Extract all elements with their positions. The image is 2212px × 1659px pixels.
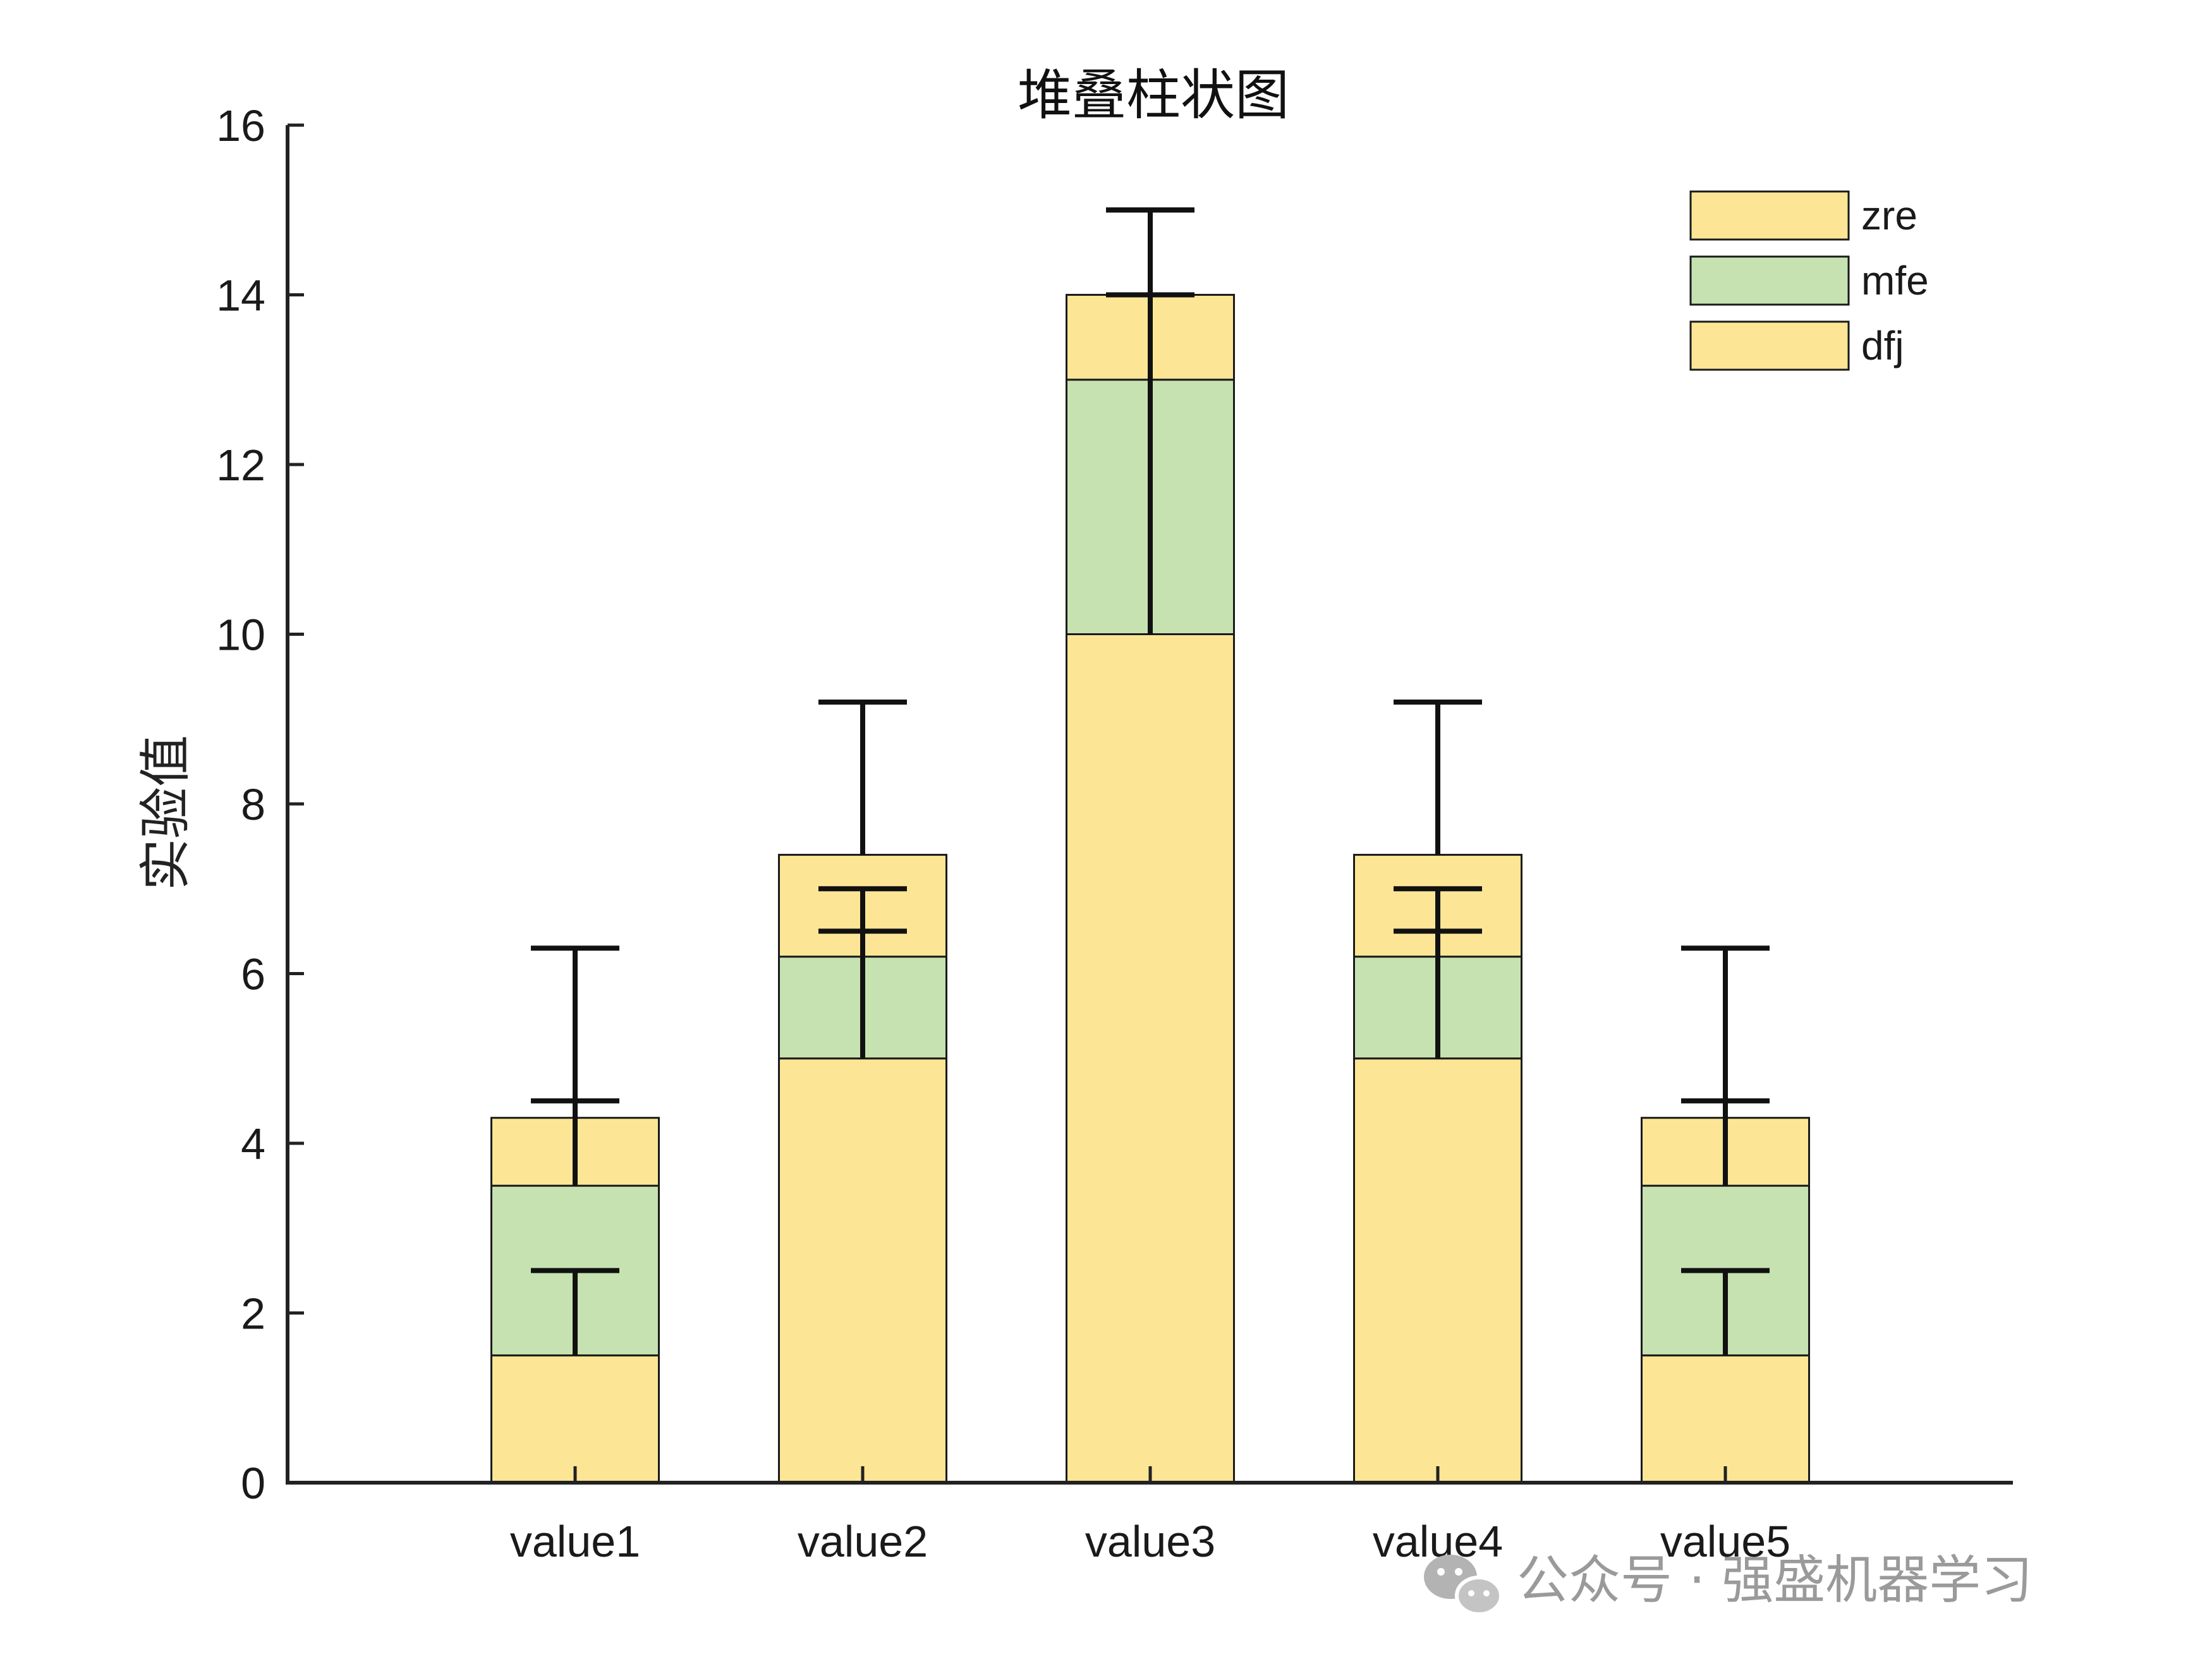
y-tick-label: 10: [216, 611, 265, 660]
x-tick-label: value3: [1085, 1517, 1215, 1566]
watermark: 公众号 · 强盛机器学习: [1424, 1550, 2033, 1616]
y-tick-label: 0: [241, 1459, 265, 1508]
bar-segment-dfj-value2: [778, 1057, 947, 1484]
errorbars-layer: [531, 207, 1770, 1356]
y-tick-label: 16: [216, 101, 265, 150]
x-tick-label: value1: [510, 1517, 640, 1566]
legend-label-mfe: mfe: [1861, 258, 1929, 303]
y-tick-label: 2: [241, 1289, 265, 1339]
legend: zre mfe dfj: [1689, 190, 1929, 371]
watermark-text: 公众号 · 强盛机器学习: [1517, 1550, 2033, 1610]
bar-segment-dfj-value4: [1353, 1057, 1522, 1484]
legend-swatch-mfe: [1689, 255, 1850, 306]
legend-label-dfj: dfj: [1861, 323, 1904, 368]
y-tick-label: 12: [216, 441, 265, 490]
chart-title: 堆叠柱状图: [1018, 64, 1289, 127]
y-tick-label: 6: [241, 950, 265, 999]
legend-swatch-zre: [1689, 190, 1850, 241]
y-tick-label: 4: [241, 1119, 265, 1169]
bar-segment-dfj-value1: [490, 1354, 660, 1484]
x-tick-label: value5: [1660, 1517, 1790, 1566]
x-tick-label: value2: [798, 1517, 928, 1566]
y-tick-label: 8: [241, 780, 265, 829]
legend-label-zre: zre: [1861, 193, 1917, 238]
legend-swatch-dfj: [1689, 320, 1850, 371]
bar-segment-dfj-value3: [1066, 633, 1235, 1484]
y-tick-label: 14: [216, 271, 265, 320]
bar-segment-dfj-value5: [1641, 1354, 1810, 1484]
wechat-icon: [1424, 1555, 1503, 1616]
y-axis-label: 实验值: [136, 735, 196, 890]
